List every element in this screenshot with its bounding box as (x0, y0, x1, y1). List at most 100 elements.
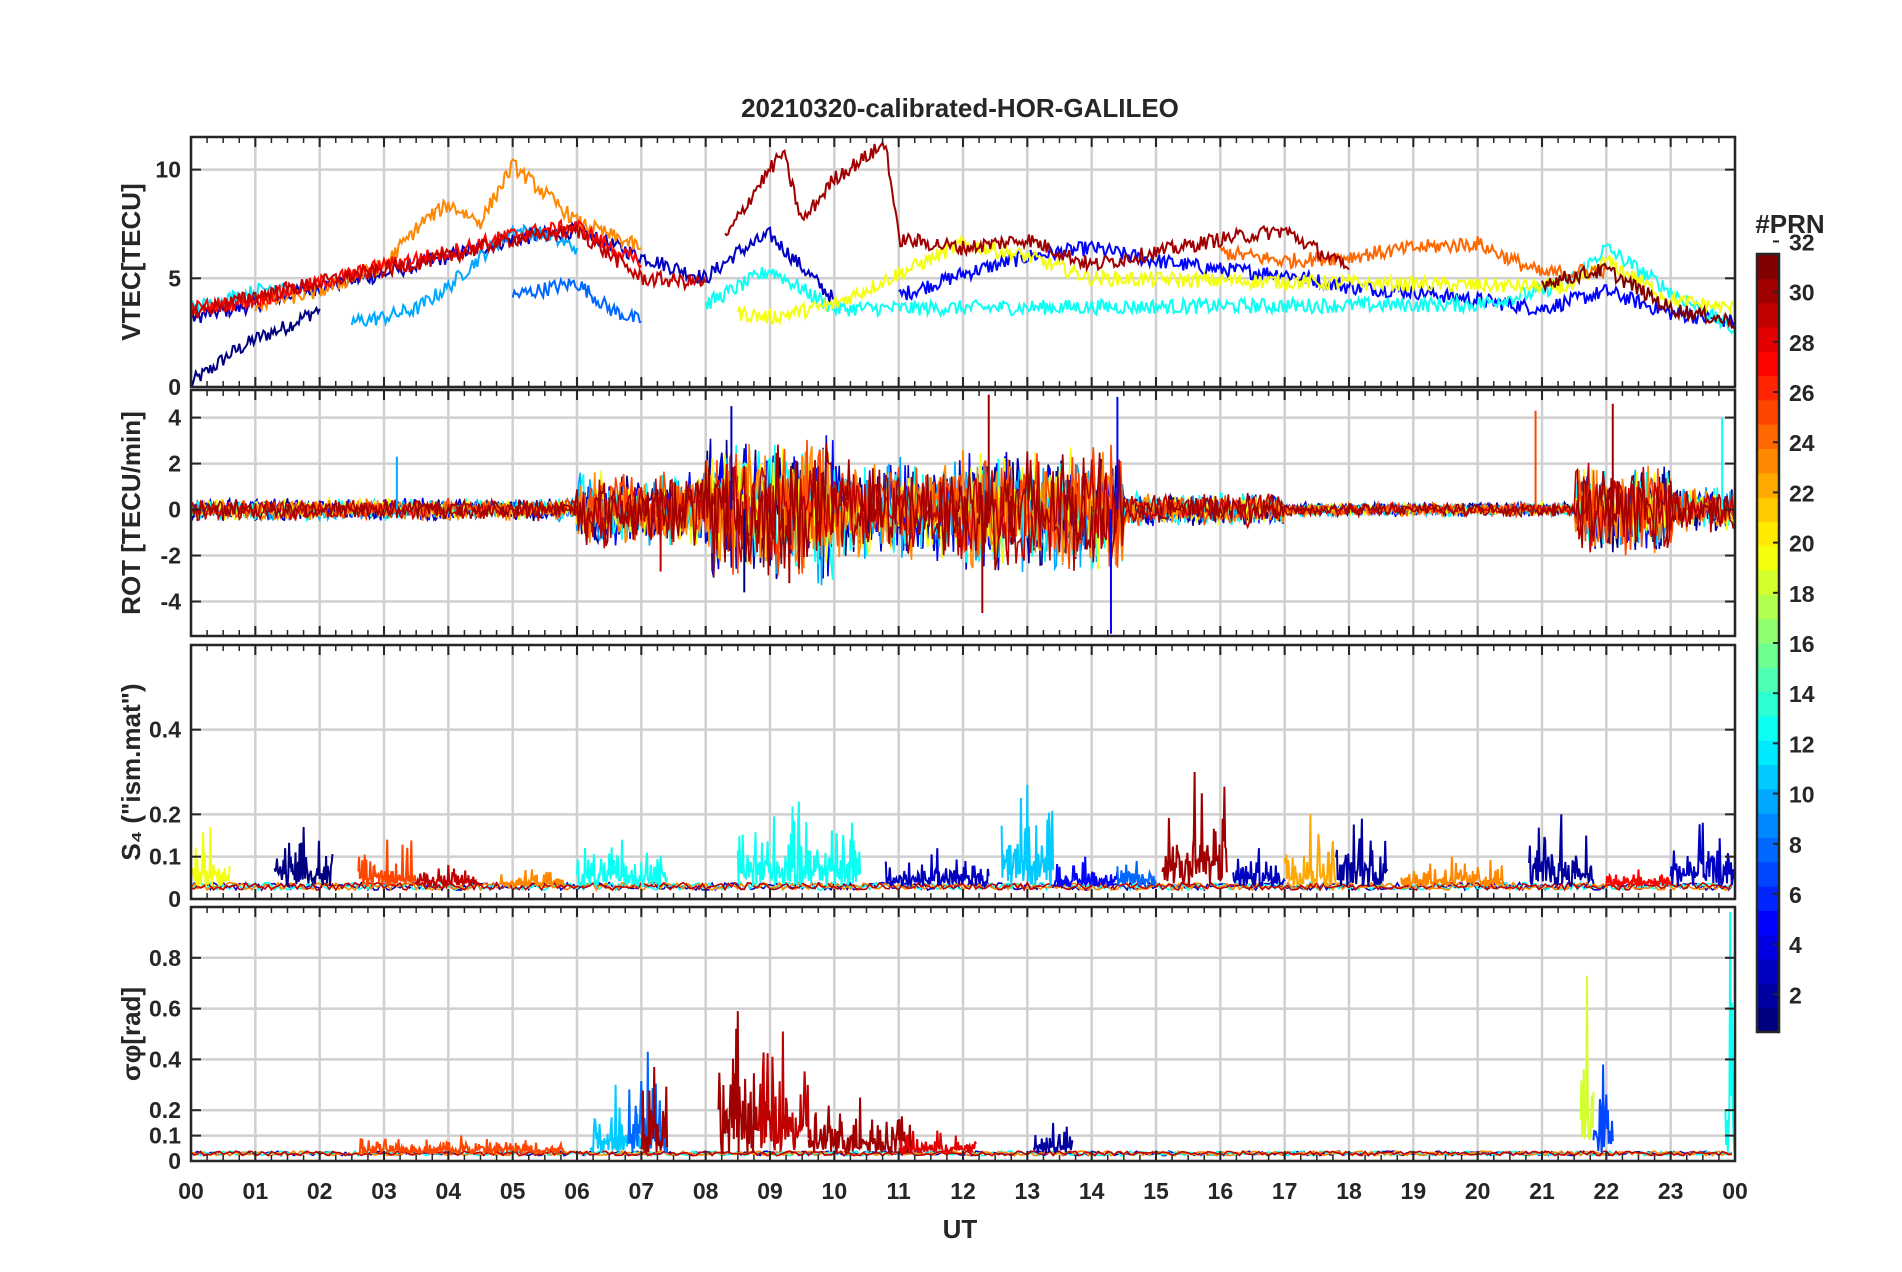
x-tick-label: 16 (1208, 1178, 1234, 1204)
colorbar-title: #PRN (1755, 209, 1824, 239)
x-tick-label: 10 (822, 1178, 848, 1204)
colorbar-segment (1757, 278, 1779, 304)
burst-prn-31 (1161, 771, 1228, 886)
colorbar-tick-label: 8 (1789, 832, 1802, 858)
x-tick-label: 03 (371, 1178, 397, 1204)
y-tick-label: 5 (168, 265, 181, 291)
series-line-prn-8 (511, 276, 642, 324)
x-tick-label: 00 (178, 1178, 204, 1204)
chart-title: 20210320-calibrated-HOR-GALILEO (741, 93, 1179, 123)
colorbar-segment (1757, 886, 1779, 911)
colorbar-segment (1757, 740, 1779, 766)
x-tick-label: 20 (1465, 1178, 1491, 1204)
burst-prn-29 (898, 1130, 977, 1157)
burst-prn-3 (884, 848, 990, 889)
colorbar-tick-label: 14 (1789, 681, 1815, 707)
y-tick-label: 2 (168, 451, 181, 477)
colorbar-tick-label: 32 (1789, 229, 1815, 255)
colorbar-tick-label: 4 (1789, 932, 1802, 958)
colorbar-segment (1757, 399, 1779, 425)
burst-prn-30 (756, 1031, 810, 1152)
burst-prn-13 (1724, 912, 1735, 1152)
panel-data (191, 140, 1735, 387)
colorbar-segment (1757, 715, 1779, 741)
burst-prn-13 (576, 839, 669, 889)
x-tick-label: 13 (1015, 1178, 1041, 1204)
y-tick-label: 0 (168, 886, 181, 912)
series-line-prn-20 (736, 233, 1735, 326)
x-tick-label: 15 (1143, 1178, 1169, 1204)
x-tick-label: 17 (1272, 1178, 1298, 1204)
series-line-prn-1 (191, 305, 321, 387)
x-tick-label: 12 (950, 1178, 976, 1204)
colorbar-tick-label: 26 (1789, 380, 1815, 406)
y-tick-label: 0.1 (149, 844, 181, 870)
burst-prn-24 (1400, 856, 1505, 890)
panel-data (191, 394, 1735, 634)
burst-prn-19 (1579, 975, 1595, 1140)
series-line-prn-10 (350, 223, 578, 328)
baseline-prn-13 (191, 880, 1733, 892)
series-line-prn-25 (1219, 236, 1608, 281)
colorbar-segment (1757, 837, 1779, 863)
burst-prn-13 (736, 801, 862, 887)
series-line-prn-5 (898, 240, 1735, 330)
y-tick-label: 4 (168, 405, 181, 431)
colorbar-segment (1757, 643, 1779, 668)
burst-prn-2 (1032, 1122, 1074, 1154)
colorbar-segment (1757, 448, 1779, 474)
x-tick-label: 23 (1658, 1178, 1684, 1204)
x-tick-label: 08 (693, 1178, 719, 1204)
x-tick-label: 09 (757, 1178, 783, 1204)
x-tick-label: 07 (629, 1178, 655, 1204)
colorbar-segment (1757, 813, 1779, 838)
colorbar-segment (1757, 934, 1779, 960)
x-axis-tick-labels: 00 01 02 03 04 05 06 07 08 09 10 11 12 13 14 15 16 17 18 19… (178, 1178, 1748, 1204)
burst-prn-20 (191, 826, 231, 888)
burst-prn-31 (640, 1066, 669, 1153)
y-tick-label: 0 (168, 1148, 181, 1174)
colorbar-tick-label: 30 (1789, 280, 1815, 306)
y-axis-label: VTEC[TECU] (116, 183, 146, 340)
y-axis-label: σφ[rad] (116, 987, 146, 1081)
burst-prn-5 (1052, 856, 1119, 890)
x-tick-label: 00 (1722, 1178, 1748, 1204)
y-tick-label: 0.4 (149, 1046, 181, 1072)
x-tick-label: 06 (564, 1178, 590, 1204)
x-tick-label: 04 (436, 1178, 462, 1204)
x-tick-label: 01 (243, 1178, 269, 1204)
colorbar-segment (1757, 764, 1779, 790)
y-axis-label: S₄ ("ism.mat") (116, 683, 146, 860)
colorbar-tick-label: 6 (1789, 882, 1802, 908)
burst-prn-31 (717, 1011, 759, 1155)
colorbar-tick-label: 16 (1789, 631, 1815, 657)
colorbar-segment (1757, 667, 1779, 693)
x-tick-label: 22 (1594, 1178, 1620, 1204)
colorbar-segment (1757, 1007, 1779, 1033)
colorbar-tick-label: 28 (1789, 330, 1815, 356)
burst-prn-2 (1528, 814, 1595, 888)
y-tick-label: 0.2 (149, 1097, 181, 1123)
colorbar-segment (1757, 983, 1779, 1009)
colorbar-segment (1757, 497, 1779, 522)
x-tick-label: 21 (1529, 1178, 1555, 1204)
colorbar-tick-label: 24 (1789, 430, 1815, 456)
colorbar-segment (1757, 472, 1779, 498)
colorbar-tick-label: 12 (1789, 731, 1815, 757)
y-axis-label: ROT [TECU/min] (116, 411, 146, 615)
colorbar-segment (1757, 545, 1779, 571)
x-tick-label: 19 (1401, 1178, 1427, 1204)
colorbar-segment (1757, 910, 1779, 936)
series-line-prn-31 (724, 140, 1350, 273)
panel-s4: 0 0.1 0.2 0.4S₄ ("ism.mat") (116, 643, 1737, 912)
burst-prn-11 (1000, 784, 1055, 886)
x-tick-label: 11 (887, 1178, 912, 1204)
burst-prn-3 (1669, 822, 1735, 887)
y-tick-label: 10 (155, 157, 181, 183)
y-tick-label: 0 (168, 374, 181, 400)
colorbar-segment (1757, 351, 1779, 377)
colorbar-segment (1757, 691, 1779, 717)
y-tick-label: 0 (168, 497, 181, 523)
